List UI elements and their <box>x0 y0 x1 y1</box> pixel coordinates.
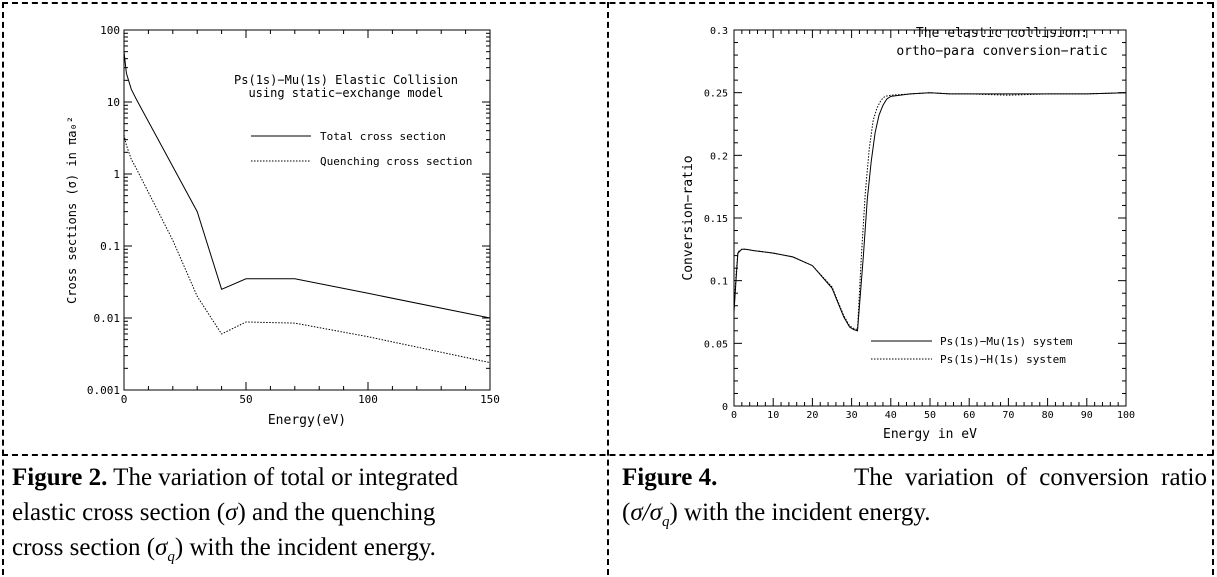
plot-frame <box>734 30 1126 406</box>
figure-4-label: Figure 4. <box>622 460 717 495</box>
figure-2-caption-line3a: cross section ( <box>12 534 155 561</box>
y-tick-label: 0.3 <box>710 26 728 37</box>
quenching-cross-section-line <box>124 135 490 363</box>
figure-2-caption-line3b: ) with the incident energy. <box>175 534 436 561</box>
slash-symbol: / <box>643 499 650 526</box>
figure-2-caption: Figure 2. The variation of total or inte… <box>12 460 597 575</box>
y-tick-label: 100 <box>100 24 120 37</box>
x-tick-label: 100 <box>1117 410 1135 421</box>
figure-4-caption: Figure 4. The variation of conversion ra… <box>622 460 1207 540</box>
x-tick-label: 60 <box>963 410 975 421</box>
chart-title-line: ortho−para conversion−ratic <box>896 44 1107 59</box>
y-tick-label: 0.1 <box>100 240 120 253</box>
cross-section-chart: 0 50 100 150 0.001 0.01 0.1 1 10 100 Energy(eV) Cro… <box>6 4 606 454</box>
y-tick-label: 0.1 <box>710 277 728 288</box>
x-tick-label: 40 <box>885 410 897 421</box>
sigma-q-symbol: σ <box>650 499 662 526</box>
chart-title-line: using static−exchange model <box>248 86 443 100</box>
figure-2-caption-line2a: elastic cross section ( <box>12 499 225 526</box>
x-tick-label: 90 <box>1081 410 1093 421</box>
figure-2-caption-line1: The variation of total or integrated <box>107 464 458 491</box>
y-tick-label: 0 <box>722 402 728 413</box>
x-axis-label: Energy(eV) <box>268 413 346 428</box>
table-border-row <box>2 454 1213 456</box>
x-tick-label: 0 <box>731 410 737 421</box>
y-tick-label: 0.001 <box>87 384 120 397</box>
y-tick-label: 0.15 <box>704 214 728 225</box>
ps-mu-system-line <box>734 93 1126 331</box>
x-axis-label: Energy in eV <box>883 427 977 442</box>
figure-2-label: Figure 2. <box>12 464 107 491</box>
y-axis-label: Cross sections (σ) in πa₀² <box>65 116 79 304</box>
y-axis-label: Conversion−ratio <box>681 155 696 280</box>
table-border-middle <box>607 2 609 575</box>
y-tick-label: 0.01 <box>94 312 121 325</box>
x-tick-label: 100 <box>358 393 378 406</box>
x-tick-label: 0 <box>121 393 128 406</box>
figure-4-caption-line2b: ) with the incident energy. <box>669 499 930 526</box>
y-tick-label: 1 <box>113 168 120 181</box>
figure-2-caption-line2b: ) and the quenching <box>237 499 435 526</box>
y-tick-label: 0.2 <box>710 151 728 162</box>
x-tick-label: 150 <box>480 393 500 406</box>
chart-title-line: The elastic collision: <box>916 26 1088 41</box>
legend-label: Total cross section <box>320 130 446 143</box>
x-tick-label: 80 <box>1042 410 1054 421</box>
x-tick-label: 50 <box>239 393 252 406</box>
sigma-q-symbol: σ <box>155 534 167 561</box>
ps-h-system-line <box>734 93 1126 330</box>
chart-title-line: Ps(1s)−Mu(1s) Elastic Collision <box>234 73 458 87</box>
sigma-symbol: σ <box>225 499 237 526</box>
sigma-symbol: σ <box>630 499 642 526</box>
legend-label: Quenching cross section <box>320 155 472 168</box>
table-border-right <box>1212 2 1214 575</box>
legend-label: Ps(1s)−Mu(1s) system <box>940 335 1073 348</box>
x-tick-label: 20 <box>806 410 818 421</box>
y-tick-label: 10 <box>107 96 120 109</box>
conversion-ratio-chart: 0 10 20 30 40 50 60 70 80 90 100 0 0.05 0.1 0.15 0.2 0.2… <box>612 4 1212 454</box>
legend-label: Ps(1s)−H(1s) system <box>940 353 1066 366</box>
figure-4-caption-line1: The variation of conversion ratio <box>842 460 1207 495</box>
x-tick-label: 70 <box>1002 410 1014 421</box>
y-tick-label: 0.05 <box>704 339 728 350</box>
x-tick-label: 10 <box>767 410 779 421</box>
table-border-left <box>2 2 4 575</box>
x-tick-label: 30 <box>846 410 858 421</box>
y-tick-label: 0.25 <box>704 89 728 100</box>
sigma-q-subscript: q <box>167 549 175 565</box>
x-tick-label: 50 <box>924 410 936 421</box>
